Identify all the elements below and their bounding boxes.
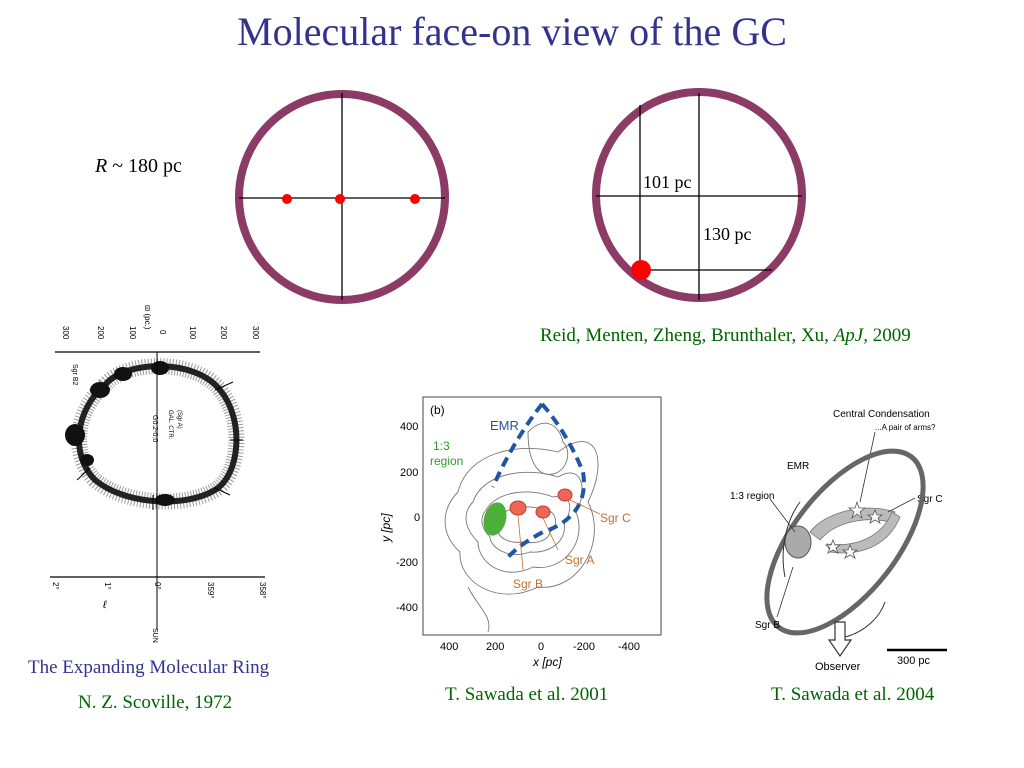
scoville-label-g02: G0.2-0.0	[151, 415, 158, 442]
sawada2004-label-region: 1:3 region	[730, 491, 774, 502]
scoville-top-tick-3: 100	[128, 326, 137, 340]
sawada2001-citation: T. Sawada et al. 2001	[445, 684, 609, 705]
scoville-bottom-axis-label: ℓ	[102, 599, 107, 611]
reid-citation: Reid, Menten, Zheng, Brunthaler, Xu, ApJ…	[540, 325, 911, 347]
scoville-top-ticks: 300 200 100 0 100 200 300	[61, 326, 260, 340]
scoville-cloud-1	[90, 382, 110, 398]
scoville-label-galctr: GAL. CTR.	[167, 410, 173, 440]
right-ring-diagram	[592, 88, 806, 302]
sawada2004-label-sgrb: Sgr B	[755, 620, 780, 631]
sawada2001-xtick-3: 0	[538, 641, 544, 653]
scoville-top-axis-label: ϖ (pc.)	[143, 305, 152, 330]
sawada2001-ytick-5: -400	[396, 602, 418, 614]
sawada2001-blob-sgra	[535, 505, 551, 519]
scoville-bottom-tick-5: 358°	[258, 582, 267, 599]
sawada2001-label-sgrc: Sgr C	[600, 511, 631, 525]
scoville-bottom-tick-4: 359°	[206, 582, 215, 599]
left-dot-east	[410, 194, 420, 204]
sawada2004-citation: T. Sawada et al. 2004	[771, 684, 935, 705]
sawada2004-flow-arrow-1	[782, 501, 801, 578]
sawada2001-blob-sgrc	[557, 488, 573, 502]
scoville-label-sgra: (Sgr A)	[176, 410, 182, 429]
sawada2001-plot-frame	[422, 396, 662, 636]
scoville-top-tick-4: 0	[158, 330, 167, 335]
sawada2001-ytick-1: 400	[400, 421, 418, 433]
distance-130-label: 130 pc	[703, 224, 752, 244]
sawada2004-observer-arrow	[827, 621, 853, 658]
sawada2004-label-sgrc: Sgr C	[917, 494, 943, 505]
sawada2004-label-arms: ...A pair of arms?	[875, 423, 936, 432]
scoville-sun-label: SUN	[151, 628, 158, 643]
scoville-ring-figure: ϖ (pc.) 300 200 100 0 100 200 300 Sgr B2…	[45, 290, 270, 650]
sawada2001-ytick-4: -200	[396, 557, 418, 569]
radius-label: R ~ 180 pc	[95, 155, 182, 178]
scoville-cloud-5	[80, 454, 94, 466]
sawada2001-label-emr: EMR	[490, 418, 519, 433]
left-ring-diagram	[235, 90, 449, 304]
scoville-bottom-tick-2: 1°	[103, 582, 112, 590]
right-dot-sun-side	[631, 260, 651, 280]
reid-year: 2009	[867, 325, 911, 346]
slide-title: Molecular face-on view of the GC	[237, 9, 787, 54]
sawada2001-emr-dashes-2	[491, 402, 544, 488]
scoville-bottom-tick-3: 0°	[153, 582, 162, 590]
scoville-top-tick-2: 200	[96, 326, 105, 340]
sawada2004-emr-ring	[764, 448, 926, 636]
sawada2001-label-sgra: Sgr A	[565, 553, 594, 567]
sawada2001-ylabel: y [pc]	[379, 513, 393, 543]
scoville-cloud-3	[151, 361, 169, 375]
sawada2001-xtick-4: -200	[573, 641, 595, 653]
sawada2001-xtick-1: 400	[440, 641, 458, 653]
scoville-top-tick-7: 300	[251, 326, 260, 340]
sawada-2001-figure: (b) 400 200 0 -200 -400 y [pc] 400 200 0…	[378, 392, 664, 677]
scoville-title: The Expanding Molecular Ring	[28, 657, 270, 678]
scoville-cloud-2	[114, 367, 132, 381]
scoville-top-tick-1: 300	[61, 326, 70, 340]
sawada2001-label-sgrb: Sgr B	[513, 577, 543, 591]
sawada-2004-figure: Central Condensation ...A pair of arms? …	[725, 402, 975, 677]
sawada2001-panel-label: (b)	[430, 403, 445, 417]
sawada2001-label-region1: 1:3	[433, 439, 450, 453]
scoville-cloud-6	[155, 494, 175, 506]
scoville-cloud-4	[65, 424, 85, 446]
distance-101-label: 101 pc	[643, 172, 692, 192]
radius-symbol: R	[95, 155, 108, 177]
sawada2004-region-blob	[784, 525, 812, 559]
radius-value: ~ 180 pc	[107, 155, 182, 177]
left-dot-west	[282, 194, 292, 204]
scoville-citation: N. Z. Scoville, 1972	[78, 692, 233, 713]
scoville-top-tick-5: 100	[188, 326, 197, 340]
sawada2001-label-region2: region	[430, 454, 463, 468]
sawada2001-xlabel: x [pc]	[532, 655, 562, 669]
scoville-top-tick-6: 200	[219, 326, 228, 340]
scoville-label-sgrb2: Sgr B2	[71, 364, 78, 386]
reid-journal: ApJ,	[833, 325, 868, 346]
scoville-expansion-arrows	[76, 381, 243, 510]
sawada2004-label-emr: EMR	[787, 461, 809, 472]
reid-authors: Reid, Menten, Zheng, Brunthaler, Xu,	[540, 325, 834, 346]
left-dot-center	[335, 194, 345, 204]
sawada2001-emr-dashes	[506, 402, 586, 559]
sawada2001-contours	[444, 422, 599, 633]
sawada2001-region-13	[483, 502, 507, 536]
sawada2001-xtick-5: -400	[618, 641, 640, 653]
sawada2001-xtick-2: 200	[486, 641, 504, 653]
sawada2001-ytick-3: 0	[414, 512, 420, 524]
sawada2004-label-central: Central Condensation	[833, 409, 930, 420]
sawada2004-stars	[824, 500, 884, 559]
sawada2004-flow-arrow-2	[844, 601, 886, 638]
sawada2004-label-observer: Observer	[815, 661, 861, 673]
sawada2001-ytick-2: 200	[400, 467, 418, 479]
sawada2001-blob-sgrb	[509, 500, 527, 516]
sawada2004-label-scalebar: 300 pc	[897, 655, 931, 667]
scoville-bottom-tick-1: 2°	[51, 582, 60, 590]
